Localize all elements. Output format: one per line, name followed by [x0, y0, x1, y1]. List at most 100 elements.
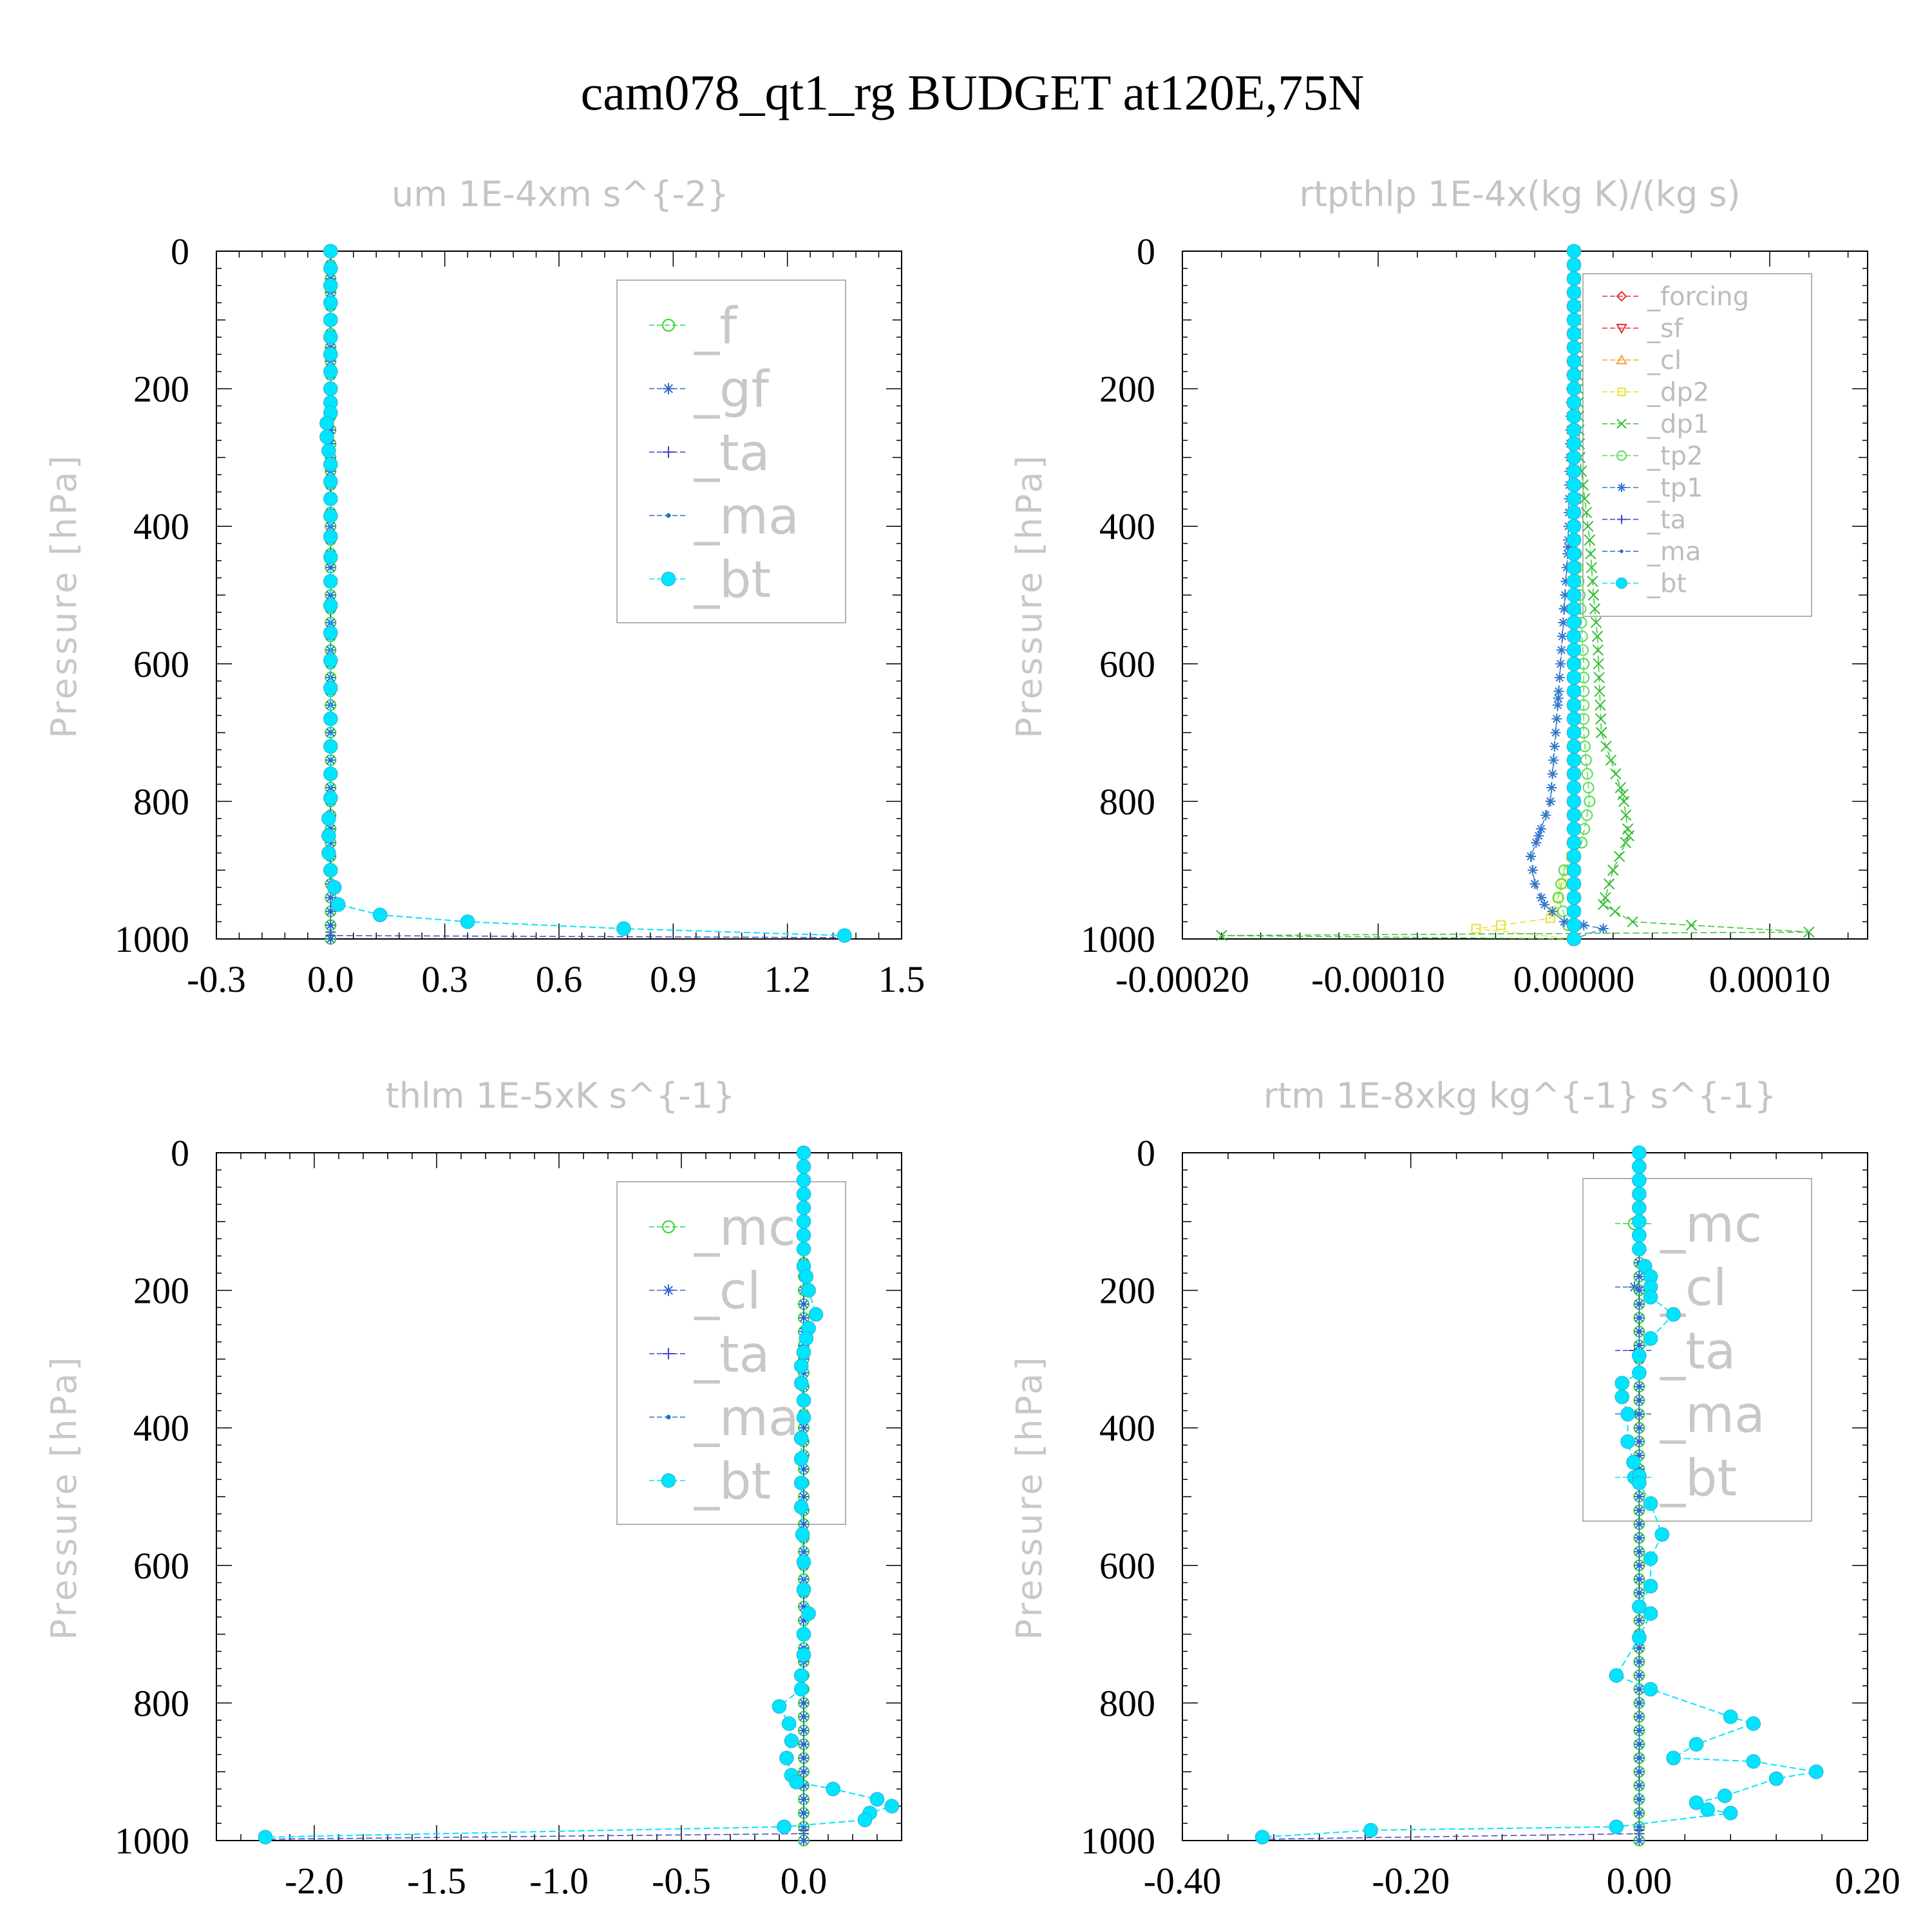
legend-box: [1582, 273, 1812, 617]
data-point: [1496, 920, 1506, 931]
data-point: [801, 1797, 806, 1802]
legend-marker: [1616, 419, 1627, 429]
data-point: [328, 592, 333, 598]
data-point: [808, 1307, 824, 1322]
x-tick-label: 0.00010: [1709, 958, 1831, 1000]
y-tick-label: 0: [1137, 1132, 1155, 1174]
data-point: [323, 680, 338, 696]
data-point: [793, 1451, 809, 1466]
data-point: [789, 1774, 804, 1790]
data-point: [1632, 1242, 1647, 1256]
data-point: [1566, 766, 1582, 781]
data-point: [793, 1668, 809, 1683]
data-point: [1643, 1681, 1658, 1697]
data-point: [1637, 1494, 1642, 1499]
legend-label: _sf: [1647, 314, 1683, 344]
y-tick-label: 1000: [115, 918, 189, 960]
data-point: [1605, 754, 1617, 766]
data-point: [323, 381, 338, 396]
data-point: [1552, 891, 1564, 904]
data-point: [328, 909, 333, 914]
data-point: [1637, 1797, 1642, 1802]
data-point: [1566, 299, 1582, 314]
data-point: [323, 653, 338, 668]
y-axis: 0 200 400 600 800 1000: [1081, 231, 1868, 960]
data-point: [1637, 1508, 1642, 1513]
data-point: [796, 1393, 811, 1408]
data-point: [1580, 507, 1592, 518]
data-point: [323, 261, 338, 276]
data-point: [796, 1242, 811, 1256]
legend-label: _ta: [1660, 1323, 1736, 1381]
data-point: [1632, 1227, 1647, 1243]
legend-label: _ta: [694, 1326, 770, 1384]
legend-label: _bt: [1660, 1450, 1737, 1508]
data-point: [1666, 1750, 1681, 1766]
data-point: [1643, 1496, 1658, 1511]
data-point: [801, 1701, 806, 1705]
data-point: [1637, 1838, 1642, 1843]
data-point: [1566, 670, 1582, 685]
data-point: [323, 364, 338, 379]
legend-label: _bt: [694, 1453, 771, 1511]
data-point: [1555, 878, 1567, 890]
data-point: [323, 598, 338, 613]
data-point: [1620, 837, 1631, 849]
panel-title: thlm 1E-5xK s^{-1}: [386, 1075, 735, 1116]
legend-marker: [1617, 387, 1626, 397]
y-tick-label: 400: [133, 506, 189, 547]
legend-label: _bt: [1647, 569, 1687, 599]
x-tick-label: -0.3: [187, 958, 246, 1000]
data-point: [328, 758, 333, 762]
data-point: [777, 1819, 791, 1834]
data-point: [1566, 835, 1582, 850]
series-bt: [258, 1145, 900, 1844]
data-point: [1637, 1274, 1642, 1279]
panel-title: rtpthlp 1E-4x(kg K)/(kg s): [1299, 174, 1740, 214]
data-point: [1598, 923, 1609, 934]
x-tick-label: 1.5: [878, 958, 925, 1000]
y-tick-label: 800: [133, 1682, 189, 1724]
legend-label: _forcing: [1647, 282, 1749, 312]
data-point: [1593, 658, 1604, 670]
x-tick-label: -2.0: [285, 1860, 344, 1902]
data-point: [1718, 1788, 1732, 1803]
data-point: [1632, 1599, 1647, 1615]
data-point: [801, 1714, 806, 1719]
data-point: [1746, 1716, 1761, 1731]
data-point: [784, 1733, 799, 1748]
data-point: [1613, 851, 1625, 862]
data-point: [1536, 892, 1547, 903]
data-point: [1528, 865, 1539, 876]
legend-label: _ta: [694, 424, 770, 482]
data-point: [1637, 1384, 1642, 1389]
data-point: [1632, 1186, 1647, 1202]
data-point: [1620, 810, 1632, 821]
data-point: [372, 907, 388, 922]
legend-box: [616, 1181, 846, 1525]
y-tick-label: 600: [133, 1545, 189, 1587]
data-point: [1581, 768, 1593, 780]
data-point: [1566, 326, 1582, 341]
data-point: [1584, 534, 1596, 546]
legend-label: _bt: [694, 551, 771, 609]
data-point: [1579, 493, 1591, 505]
data-point: [793, 1358, 809, 1374]
y-axis-label: Pressure [hPa]: [44, 1354, 84, 1640]
data-point: [1549, 741, 1560, 752]
data-point: [1609, 1668, 1624, 1683]
data-point: [323, 491, 338, 506]
x-tick-label: -1.5: [407, 1860, 466, 1902]
data-point: [1566, 808, 1582, 823]
data-point: [1566, 312, 1582, 328]
y-tick-label: 400: [1099, 506, 1155, 547]
data-point: [1531, 837, 1542, 848]
legend-label: _f: [694, 298, 738, 355]
data-point: [1566, 849, 1582, 864]
data-point: [327, 880, 342, 895]
data-point: [793, 1475, 809, 1490]
series-line: [1262, 1153, 1817, 1838]
data-point: [1566, 354, 1582, 369]
data-point: [1600, 741, 1612, 752]
data-point: [1637, 1577, 1642, 1582]
